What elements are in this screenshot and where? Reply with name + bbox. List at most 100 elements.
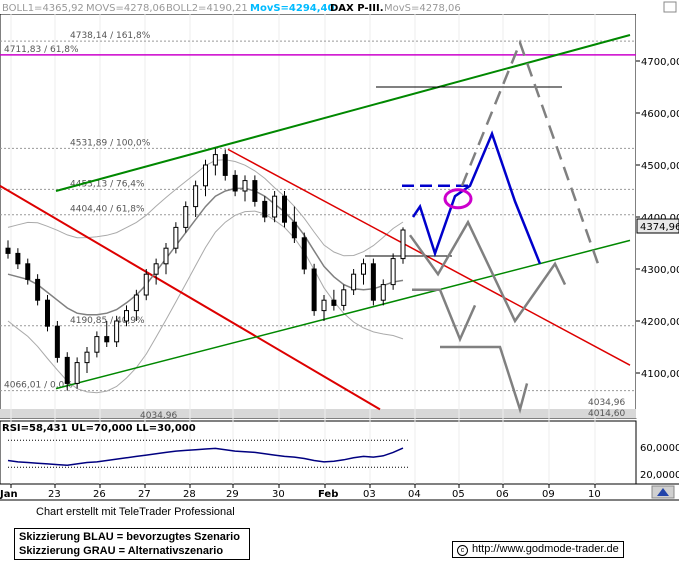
x-tick-label: 29 xyxy=(226,489,239,500)
header-boll2: BOLL2=4190,21 xyxy=(166,3,248,14)
legend-line-blue: Skizzierung BLAU = bevorzugtes Szenario xyxy=(19,531,240,543)
candle-body xyxy=(183,206,189,228)
candle-body xyxy=(311,268,317,312)
x-axis-band xyxy=(0,484,679,500)
candle-body xyxy=(262,200,268,218)
candle-body xyxy=(341,289,347,306)
candle-body xyxy=(370,263,376,301)
candle-body xyxy=(25,263,31,280)
grey-scenario-solid-3 xyxy=(440,345,529,414)
candle-body xyxy=(193,185,199,208)
x-tick-label: 30 xyxy=(272,489,285,500)
website-link[interactable]: c http://www.godmode-trader.de xyxy=(452,541,624,558)
candle-body xyxy=(94,336,100,353)
grey-scenario-solid xyxy=(408,219,567,324)
candle-body xyxy=(74,362,80,384)
candle-body xyxy=(5,247,11,254)
price-tick-label: 4600,00 xyxy=(641,109,679,120)
fib-label: 4738,14 / 161,8% xyxy=(70,31,151,41)
grey-scenario-dashed xyxy=(460,39,600,265)
candle-body xyxy=(64,356,70,384)
x-tick-label: 05 xyxy=(452,489,465,500)
x-axis-layer: Jan 23 26 27 28 29 30 Feb 03 04 05 06 09 10 xyxy=(0,484,601,500)
fib-layer: 4738,14 / 161,8% 4711,83 / 61,8% 4531,89 /… xyxy=(0,31,636,421)
price-tick-label: 4200,00 xyxy=(641,317,679,328)
x-tick-label: 28 xyxy=(183,489,196,500)
price-tick-label: 4300,00 xyxy=(641,265,679,276)
fib-label: 4453,13 / 76,4% xyxy=(70,179,145,189)
magenta-circle xyxy=(443,188,473,210)
candles-layer xyxy=(5,148,406,391)
fib-label: 4531,89 / 100,0% xyxy=(70,138,151,148)
candle-body xyxy=(173,226,179,249)
candle-body xyxy=(400,229,406,260)
candle-body xyxy=(321,299,327,312)
candle-body xyxy=(35,278,41,301)
x-tick-label: 03 xyxy=(363,489,376,500)
candle-body xyxy=(163,247,169,265)
trendline-layer xyxy=(0,34,631,411)
legend-box: Skizzierung BLAU = bevorzugtes Szenario … xyxy=(14,528,250,560)
candle-body xyxy=(222,154,228,176)
moving-average-layer xyxy=(7,187,404,316)
header-movs-b: MovS=4278,06 xyxy=(384,3,461,14)
candle-body xyxy=(143,273,149,296)
header-scroll-box[interactable] xyxy=(663,1,677,13)
candle-body xyxy=(54,325,60,358)
header-movs: MOVS=4278,06 xyxy=(86,3,165,14)
fib-label: 4711,83 / 61,8% xyxy=(4,45,79,55)
rsi-label: RSI=58,431 UL=70,000 LL=30,000 xyxy=(2,423,196,434)
rsi-axis-label: 60,0000 xyxy=(640,443,679,454)
candle-body xyxy=(331,299,337,306)
moving-average-line xyxy=(7,187,404,316)
x-tick-label: 26 xyxy=(93,489,106,500)
x-tick-label: 06 xyxy=(496,489,509,500)
grey-scenario-solid-2 xyxy=(412,288,477,343)
x-tick-label: 04 xyxy=(408,489,421,500)
red-trendline-lower xyxy=(0,184,381,411)
candle-body xyxy=(272,195,278,218)
candle-body xyxy=(390,258,396,286)
current-price-tag xyxy=(636,218,679,234)
bollinger-lower xyxy=(7,210,404,394)
green-channel-bottom xyxy=(55,239,631,390)
price-axis-area xyxy=(636,14,679,418)
copyright-icon: c xyxy=(457,545,468,556)
candle-body xyxy=(153,263,159,275)
website-url: http://www.godmode-trader.de xyxy=(472,543,619,555)
candle-body xyxy=(301,237,307,270)
price-tick-label: 4100,00 xyxy=(641,369,679,380)
x-tick-label: 09 xyxy=(542,489,555,500)
fib-label: 4190,85 / 40,9% xyxy=(70,316,145,326)
candle-body xyxy=(252,180,258,202)
legend-line-grey: Skizzierung GRAU = Alternativszenario xyxy=(19,545,224,557)
candle-body xyxy=(114,320,120,343)
candle-body xyxy=(133,294,139,312)
bottom-value: 4034,96 xyxy=(140,411,177,421)
green-channel-top xyxy=(55,34,631,192)
x-tick-label: Jan xyxy=(0,489,18,500)
candle-body xyxy=(232,174,238,192)
scenario-layer xyxy=(402,39,600,414)
candle-body xyxy=(104,336,110,343)
rsi-layer: 60,0000 20,0000 xyxy=(7,439,679,481)
candle-body xyxy=(203,164,208,187)
candle-body xyxy=(15,252,21,265)
fib-label: 4404,40 / 61,8% xyxy=(70,205,145,215)
header-movs5: MovS=4294,40 xyxy=(250,3,335,14)
rsi-line xyxy=(7,447,404,466)
price-tick-label: 4500,00 xyxy=(641,161,679,172)
candle-body xyxy=(291,221,297,239)
header-dax: DAX P-III. xyxy=(330,3,384,14)
x-tick-label: Feb xyxy=(318,489,338,500)
x-tick-label: 23 xyxy=(48,489,61,500)
x-tick-label: 10 xyxy=(588,489,601,500)
fib-label: 4066,01 / 0,0% xyxy=(4,381,73,391)
current-price: 4374,96 xyxy=(640,222,679,233)
candle-body xyxy=(242,180,248,192)
rsi-axis-label: 20,0000 xyxy=(640,470,679,481)
candle-body xyxy=(84,351,90,364)
candle-body xyxy=(361,263,366,275)
bottom-value: 4034,96 xyxy=(588,398,625,408)
